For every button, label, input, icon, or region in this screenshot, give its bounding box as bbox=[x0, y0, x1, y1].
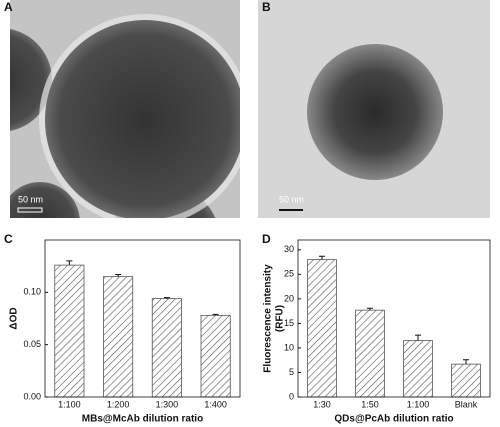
y-tick-label: 0.10 bbox=[23, 287, 41, 297]
plot-frame bbox=[297, 239, 491, 398]
x-axis-label: MBs@McAb dilution ratio bbox=[82, 414, 203, 425]
error-bar bbox=[367, 307, 373, 311]
panel-label: B bbox=[262, 0, 271, 14]
panel-label: D bbox=[262, 232, 271, 246]
error-bar bbox=[463, 359, 469, 365]
y-tick-label: 20 bbox=[284, 293, 294, 303]
bar bbox=[451, 363, 481, 398]
x-tick-label: 1:300 bbox=[156, 399, 179, 409]
bar bbox=[103, 276, 134, 398]
x-axis-label: QDs@PcAb dilution ratio bbox=[334, 414, 453, 425]
y-tick-label: 25 bbox=[284, 269, 294, 279]
y-axis-label: Fluorescence intensity bbox=[263, 264, 274, 373]
panel-label: A bbox=[4, 0, 13, 14]
x-tick-label: Blank bbox=[455, 399, 478, 409]
y-tick-label: 5 bbox=[289, 367, 294, 377]
bar bbox=[355, 309, 385, 398]
y-axis-label: ΔOD bbox=[9, 307, 20, 329]
error-bar bbox=[212, 313, 219, 316]
y-tick-label: 30 bbox=[284, 244, 294, 254]
bar bbox=[200, 314, 231, 398]
x-tick-label: 1:30 bbox=[313, 399, 331, 409]
y-tick-label: 15 bbox=[284, 318, 294, 328]
scale-bar-label: 50 nm bbox=[279, 194, 304, 204]
x-tick-label: 1:400 bbox=[204, 399, 227, 409]
error-bar bbox=[319, 255, 325, 260]
plot-frame bbox=[44, 239, 241, 398]
tem-image-b bbox=[258, 0, 490, 218]
error-bar bbox=[115, 274, 122, 277]
x-tick-label: 1:200 bbox=[107, 399, 130, 409]
y-tick-label: 0.05 bbox=[23, 339, 41, 349]
x-tick-label: 1:50 bbox=[361, 399, 379, 409]
x-tick-label: 1:100 bbox=[58, 399, 81, 409]
scale-bar-label: 50 nm bbox=[18, 194, 43, 204]
panel-label: C bbox=[4, 232, 13, 246]
x-tick-label: 1:100 bbox=[407, 399, 430, 409]
y-tick-label: 10 bbox=[284, 342, 294, 352]
bar bbox=[403, 340, 433, 398]
bar bbox=[151, 298, 182, 398]
y-tick-label: 0.00 bbox=[23, 391, 41, 401]
bar bbox=[54, 264, 85, 398]
tem-image-a bbox=[10, 0, 240, 218]
error-bar bbox=[163, 297, 170, 299]
error-bar bbox=[415, 334, 421, 341]
y-tick-label: 0 bbox=[289, 391, 294, 401]
error-bar bbox=[66, 260, 73, 266]
y-axis-label: (RFU) bbox=[275, 305, 286, 332]
bar bbox=[307, 259, 337, 398]
